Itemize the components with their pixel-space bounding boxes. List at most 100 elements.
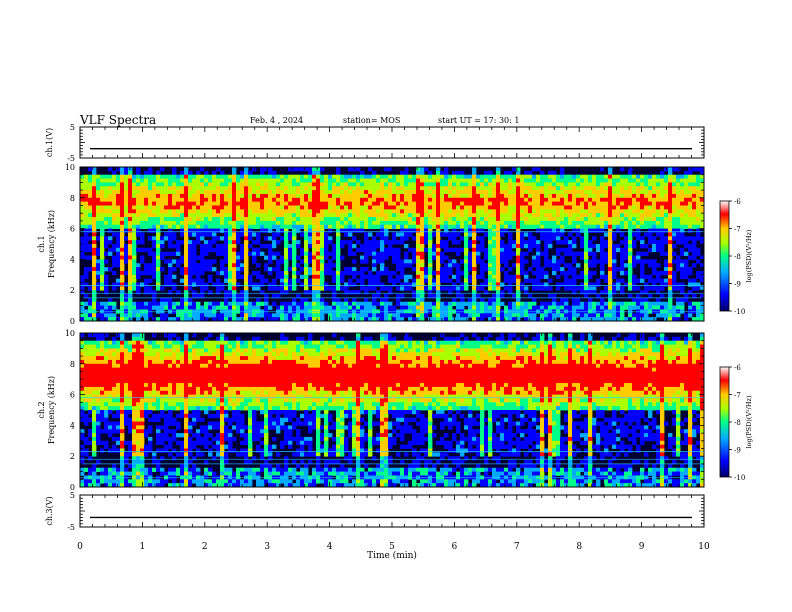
spectrogram-cell (540, 305, 545, 310)
spectrogram-cell (288, 186, 293, 191)
spectrogram-cell (308, 182, 313, 187)
spectrogram-cell (376, 220, 381, 226)
spectrogram-cell (176, 301, 181, 306)
spectrogram-cell (576, 209, 581, 214)
spectrogram-cell (312, 263, 317, 268)
spectrogram-cell (136, 313, 141, 318)
spectrogram-cell (436, 197, 441, 203)
spectrogram-cell (416, 317, 421, 322)
spectrogram-cell (324, 236, 329, 241)
spectrogram-cell (596, 209, 601, 214)
spectrogram-cell (404, 201, 409, 206)
spectrogram-cell (280, 182, 285, 187)
spectrogram-cell (504, 317, 509, 322)
spectrogram-cell (108, 267, 113, 272)
spectrogram-cell (252, 317, 257, 322)
spectrogram-cell (516, 270, 521, 276)
spectrogram-cell (88, 213, 93, 218)
spectrogram-cell (508, 313, 513, 318)
spectrogram-cell (408, 286, 413, 291)
spectrogram-cell (676, 313, 681, 318)
spectrogram-cell (480, 213, 485, 218)
spectrogram-cell (388, 301, 393, 306)
spectrogram-cell (164, 232, 169, 237)
spectrogram-cell (452, 286, 457, 291)
spectrogram-cell (456, 170, 461, 176)
spectrogram-cell (540, 232, 545, 237)
spectrogram-cell (396, 186, 401, 191)
spectrogram-cell (176, 240, 181, 245)
spectrogram-cell (80, 224, 85, 229)
spectrogram-cell (388, 224, 393, 229)
spectrogram-cell (476, 178, 481, 183)
spectrogram-cell (372, 236, 377, 241)
spectrogram-cell (588, 220, 593, 226)
spectrogram-cell (324, 263, 329, 268)
spectrogram-cell (596, 220, 601, 226)
spectrogram-cell (272, 301, 277, 306)
spectrogram-cell (364, 201, 369, 206)
spectrogram-cell (244, 313, 249, 318)
spectrogram-cell (80, 460, 85, 465)
spectrogram-cell (356, 317, 361, 322)
spectrogram-cell (612, 301, 617, 306)
spectrogram-cell (120, 270, 125, 276)
spectrogram-cell (472, 297, 477, 303)
spectrogram-cell (200, 167, 205, 172)
spectrogram-cell (472, 209, 477, 214)
spectrogram-cell (112, 170, 117, 176)
spectrogram-cell (580, 186, 585, 191)
spectrogram-cell (268, 209, 273, 214)
spectrogram-cell (576, 301, 581, 306)
spectrogram-cell (284, 278, 289, 283)
spectrogram-cell (552, 236, 557, 241)
spectrogram-cell (416, 197, 421, 203)
spectrogram-cell (592, 286, 597, 291)
spectrogram-cell (304, 251, 309, 256)
spectrogram-cell (220, 220, 225, 226)
spectrogram-cell (320, 313, 325, 318)
spectrogram-cell (424, 240, 429, 245)
spectrogram-cell (528, 209, 533, 214)
spectrogram-cell (244, 209, 249, 214)
spectrogram-cell (564, 297, 569, 303)
spectrogram-cell (124, 244, 129, 249)
spectrogram-cell (96, 301, 101, 306)
spectrogram-cell (260, 224, 265, 229)
spectrogram-cell (472, 313, 477, 318)
spectrogram-cell (268, 305, 273, 310)
spectrogram-cell (428, 270, 433, 276)
spectrogram-cell (168, 317, 173, 322)
spectrogram-cell (472, 228, 477, 233)
spectrogram-cell (284, 286, 289, 291)
spectrogram-cell (396, 251, 401, 256)
spectrogram-cell (684, 182, 689, 187)
spectrogram-cell (608, 186, 613, 191)
spectrogram-cell (248, 182, 253, 187)
spectrogram-cell (296, 190, 301, 195)
spectrogram-cell (320, 270, 325, 276)
spectrogram-cell (588, 193, 593, 199)
spectrogram-cell (628, 244, 633, 249)
spectrogram-cell (436, 209, 441, 214)
spectrogram-cell (656, 274, 661, 280)
spectrogram-cell (116, 217, 121, 222)
spectrogram-cell (88, 236, 93, 241)
spectrogram-cell (240, 205, 245, 210)
spectrogram-cell (592, 197, 597, 203)
spectrogram-cell (332, 270, 337, 276)
spectrogram-cell (320, 259, 325, 264)
spectrogram-cell (120, 213, 125, 218)
spectrogram-cell (548, 205, 553, 210)
spectrogram-cell (372, 182, 377, 187)
spectrogram-cell (664, 174, 669, 179)
spectrogram-cell (656, 290, 661, 295)
spectrogram-cell (600, 213, 605, 218)
spectrogram-cell (508, 178, 513, 183)
spectrogram-cell (484, 220, 489, 226)
spectrogram-cell (284, 236, 289, 241)
spectrogram-cell (168, 174, 173, 179)
spectrogram-cell (548, 244, 553, 249)
spectrogram-cell (128, 286, 133, 291)
spectrogram-cell (380, 186, 385, 191)
